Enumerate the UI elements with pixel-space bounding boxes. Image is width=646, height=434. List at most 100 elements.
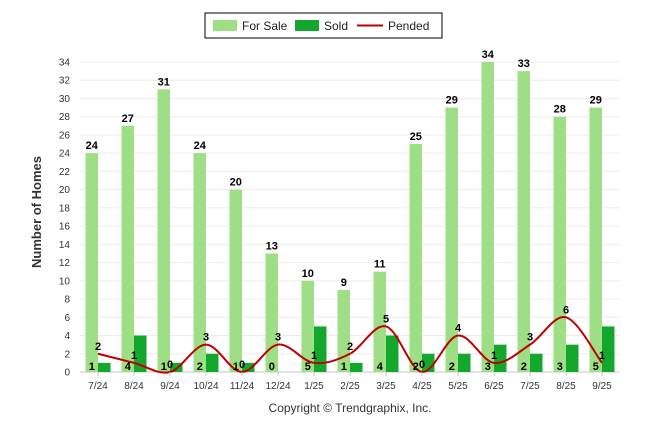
sold-value-label: 4	[377, 361, 384, 373]
pended-value-label: 1	[311, 350, 317, 362]
for-sale-value-label: 34	[482, 49, 495, 61]
sold-value-label: 3	[485, 361, 491, 373]
y-tick-label: 26	[59, 130, 71, 141]
y-tick-label: 34	[59, 58, 71, 69]
for-sale-bar	[589, 107, 602, 373]
sold-bar	[206, 353, 219, 372]
for-sale-bar	[301, 280, 314, 372]
sold-bar	[350, 362, 363, 372]
pended-series-line	[97, 316, 603, 374]
legend: For Sale Sold Pended	[204, 12, 443, 39]
sold-value-label: 0	[269, 361, 275, 373]
for-sale-value-label: 29	[590, 95, 602, 107]
sold-bar	[494, 344, 507, 372]
bars	[85, 62, 615, 373]
for-sale-value-label: 9	[341, 277, 347, 289]
y-tick-label: 2	[64, 349, 70, 360]
y-tick-label: 16	[59, 222, 71, 233]
y-tick-label: 20	[59, 185, 71, 196]
sold-value-label: 1	[89, 361, 95, 373]
sold-bar	[242, 362, 255, 372]
sold-value-label: 1	[341, 361, 347, 373]
legend-swatch-sold	[295, 20, 319, 31]
pended-value-label: 0	[419, 359, 425, 371]
sold-bar	[314, 326, 327, 372]
pended-value-label: 2	[95, 341, 101, 353]
x-axis-ticks: 7/24 8/24 9/24 10/24 11/24 12/24 1/25 2/25 3/25 4…	[88, 372, 612, 392]
sold-value-label: 2	[413, 361, 419, 373]
for-sale-value-label: 11	[374, 259, 386, 271]
pended-value-label: 6	[563, 304, 569, 316]
legend-label-pended: Pended	[388, 19, 429, 33]
pended-value-label: 1	[599, 350, 605, 362]
pended-value-label: 1	[131, 350, 137, 362]
for-sale-bar	[121, 125, 134, 372]
x-tick-label: 2/25	[340, 381, 360, 392]
sold-value-label: 3	[557, 361, 563, 373]
x-tick-label: 7/24	[88, 381, 108, 392]
for-sale-value-label: 20	[230, 177, 242, 189]
x-tick-label: 8/25	[556, 381, 576, 392]
pended-value-label: 3	[527, 332, 533, 344]
x-tick-label: 8/24	[124, 381, 144, 392]
pended-value-label: 5	[383, 313, 389, 325]
for-sale-bar	[85, 153, 98, 372]
pended-value-label: 4	[455, 323, 462, 335]
for-sale-value-label: 33	[518, 58, 530, 70]
x-tick-label: 5/25	[448, 381, 468, 392]
legend-label-sold: Sold	[324, 19, 348, 33]
y-tick-label: 0	[64, 368, 70, 379]
x-tick-label: 11/24	[230, 381, 255, 392]
for-sale-value-label: 10	[302, 268, 314, 280]
sold-value-label: 1	[233, 361, 239, 373]
pended-value-label: 3	[203, 332, 209, 344]
sold-value-label: 1	[161, 361, 167, 373]
x-tick-label: 10/24	[193, 381, 218, 392]
for-sale-bar	[373, 271, 386, 372]
pended-value-label: 0	[239, 359, 245, 371]
sold-bar	[98, 362, 111, 372]
for-sale-value-label: 31	[158, 76, 170, 88]
x-tick-label: 6/25	[484, 381, 504, 392]
for-sale-bar	[553, 116, 566, 373]
sold-value-label: 5	[593, 361, 599, 373]
sold-bar	[386, 335, 399, 372]
x-tick-label: 1/25	[304, 381, 324, 392]
sold-bar	[566, 344, 579, 372]
for-sale-bar	[193, 153, 206, 372]
for-sale-bar	[517, 71, 530, 372]
x-tick-label: 9/25	[592, 381, 612, 392]
sold-value-label: 2	[197, 361, 203, 373]
sold-value-label: 2	[521, 361, 527, 373]
sold-value-label: 5	[305, 361, 311, 373]
x-tick-label: 12/24	[265, 381, 290, 392]
for-sale-value-label: 25	[410, 131, 422, 143]
for-sale-value-label: 28	[554, 104, 566, 116]
x-tick-label: 7/25	[520, 381, 540, 392]
sold-bar	[458, 353, 471, 372]
copyright-footer: Copyright © Trendgraphix, Inc.	[269, 401, 432, 415]
for-sale-bar	[409, 144, 422, 372]
sold-value-label: 4	[125, 361, 132, 373]
y-tick-label: 12	[59, 258, 71, 269]
y-tick-label: 30	[59, 94, 71, 105]
pended-value-label: 3	[275, 332, 281, 344]
for-sale-bar	[265, 253, 278, 372]
pended-value-label: 1	[491, 350, 497, 362]
y-tick-label: 24	[59, 149, 71, 160]
for-sale-value-label: 13	[266, 240, 278, 252]
y-axis-label: Number of Homes	[29, 156, 44, 268]
for-sale-bar	[229, 189, 242, 372]
for-sale-bar	[445, 107, 458, 373]
legend-swatch-for-sale	[213, 20, 237, 31]
y-tick-label: 32	[59, 76, 71, 87]
y-tick-label: 6	[64, 313, 70, 324]
x-tick-label: 3/25	[376, 381, 396, 392]
x-tick-label: 9/24	[160, 381, 180, 392]
sold-value-label: 2	[449, 361, 455, 373]
for-sale-bar	[337, 289, 350, 372]
for-sale-value-label: 24	[86, 140, 99, 152]
sold-bar	[530, 353, 543, 372]
